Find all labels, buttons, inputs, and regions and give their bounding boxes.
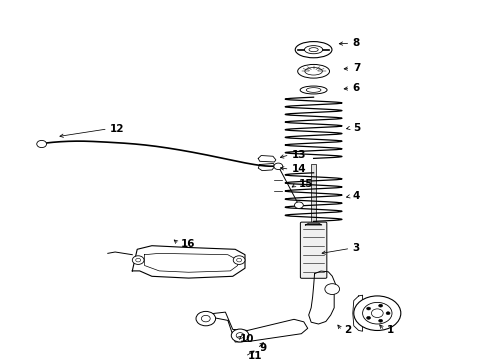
Circle shape	[236, 333, 244, 338]
Text: 3: 3	[353, 243, 360, 253]
Circle shape	[37, 140, 47, 148]
Text: 4: 4	[353, 191, 360, 201]
Circle shape	[371, 309, 383, 318]
Circle shape	[132, 256, 144, 264]
FancyBboxPatch shape	[300, 222, 327, 278]
Ellipse shape	[295, 41, 332, 58]
Circle shape	[201, 315, 210, 322]
Circle shape	[354, 296, 401, 330]
Circle shape	[231, 329, 249, 342]
Text: 16: 16	[181, 239, 196, 249]
Circle shape	[325, 284, 340, 294]
Circle shape	[233, 256, 245, 264]
Ellipse shape	[304, 46, 323, 54]
Text: 10: 10	[240, 334, 255, 344]
Ellipse shape	[309, 48, 318, 52]
Circle shape	[363, 302, 392, 324]
Text: 12: 12	[110, 124, 125, 134]
Circle shape	[379, 319, 383, 322]
Text: 7: 7	[353, 63, 360, 73]
Text: 14: 14	[292, 164, 307, 174]
Ellipse shape	[306, 88, 321, 92]
Ellipse shape	[305, 68, 322, 75]
Circle shape	[237, 258, 242, 262]
Ellipse shape	[300, 86, 327, 94]
Text: 11: 11	[247, 351, 262, 360]
Text: 9: 9	[260, 343, 267, 354]
Text: 5: 5	[353, 123, 360, 133]
Text: 8: 8	[353, 38, 360, 48]
Circle shape	[294, 202, 303, 208]
Text: 6: 6	[353, 83, 360, 93]
Circle shape	[379, 304, 383, 307]
Text: 1: 1	[387, 325, 394, 336]
Bar	[311, 164, 316, 225]
Circle shape	[386, 312, 390, 315]
Text: 15: 15	[299, 179, 314, 189]
Circle shape	[274, 163, 283, 170]
Text: 2: 2	[344, 325, 352, 336]
Circle shape	[196, 311, 216, 326]
Ellipse shape	[297, 64, 329, 78]
Text: 13: 13	[292, 150, 307, 160]
Circle shape	[367, 307, 370, 310]
Circle shape	[367, 316, 370, 319]
Circle shape	[136, 258, 141, 262]
